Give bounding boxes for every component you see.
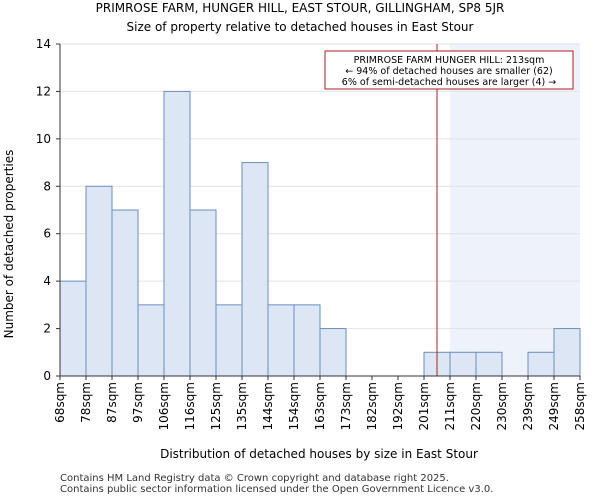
x-tick-label: 211sqm: [443, 382, 457, 430]
x-tick-label: 258sqm: [573, 382, 587, 430]
bar-135sqm: [241, 162, 269, 377]
bar-144sqm: [267, 304, 295, 377]
chart: PRIMROSE FARM, HUNGER HILL, EAST STOUR, …: [2, 1, 587, 461]
annotation-line-1: PRIMROSE FARM HUNGER HILL: 213sqm: [354, 55, 545, 66]
annotation-line-2: ← 94% of detached houses are smaller (62…: [345, 66, 552, 77]
x-tick-label: 154sqm: [287, 382, 301, 430]
x-tick-label: 125sqm: [209, 382, 223, 430]
bar-239sqm: [527, 351, 555, 377]
bar-154sqm: [293, 304, 321, 377]
y-tick-label: 4: [43, 274, 51, 288]
x-tick-label: 249sqm: [547, 382, 561, 430]
y-axis-label: Number of detached properties: [2, 150, 16, 339]
y-tick-label: 8: [43, 179, 51, 193]
bar-211sqm: [449, 351, 477, 377]
y-tick-label: 0: [43, 369, 51, 383]
x-tick-label: 192sqm: [391, 382, 405, 430]
bar-125sqm: [215, 304, 243, 377]
x-tick-label: 106sqm: [157, 382, 171, 430]
annotation-box: PRIMROSE FARM HUNGER HILL: 213sqm ← 94% …: [324, 50, 574, 90]
y-tick-label: 12: [36, 84, 51, 98]
bar-78sqm: [85, 185, 113, 377]
x-tick-label: 201sqm: [417, 382, 431, 430]
x-tick-label: 78sqm: [79, 382, 93, 423]
x-tick-label: 220sqm: [469, 382, 483, 430]
bar-249sqm: [553, 328, 581, 377]
x-tick-label: 116sqm: [183, 382, 197, 430]
y-tick-label: 2: [43, 322, 51, 336]
chart-subtitle: Size of property relative to detached ho…: [127, 20, 474, 34]
x-tick-label: 87sqm: [105, 382, 119, 423]
y-tick-label: 6: [43, 227, 51, 241]
footer-licence: Contains public sector information licen…: [60, 484, 494, 495]
x-tick-label: 144sqm: [261, 382, 275, 430]
bar-220sqm: [475, 351, 503, 377]
y-tick-label: 10: [36, 132, 51, 146]
footer-copyright: Contains HM Land Registry data © Crown c…: [60, 473, 449, 484]
x-tick-label: 182sqm: [365, 382, 379, 430]
bar-97sqm: [137, 304, 165, 377]
y-tick-label: 14: [36, 37, 51, 51]
x-tick-label: 163sqm: [313, 382, 327, 430]
bar-106sqm: [163, 90, 191, 377]
x-tick-label: 135sqm: [235, 382, 249, 430]
x-tick-label: 230sqm: [495, 382, 509, 430]
annotation-line-3: 6% of semi-detached houses are larger (4…: [342, 77, 556, 88]
x-tick-label: 68sqm: [53, 382, 67, 423]
chart-title: PRIMROSE FARM, HUNGER HILL, EAST STOUR, …: [96, 1, 505, 15]
x-tick-label: 173sqm: [339, 382, 353, 430]
x-tick-label: 239sqm: [521, 382, 535, 430]
x-tick-label: 97sqm: [131, 382, 145, 423]
bar-116sqm: [189, 209, 217, 377]
bar-68sqm: [59, 280, 87, 377]
x-axis-label: Distribution of detached houses by size …: [160, 447, 478, 461]
bar-87sqm: [111, 209, 139, 377]
bar-163sqm: [319, 328, 347, 377]
highlight-region: [450, 44, 580, 376]
